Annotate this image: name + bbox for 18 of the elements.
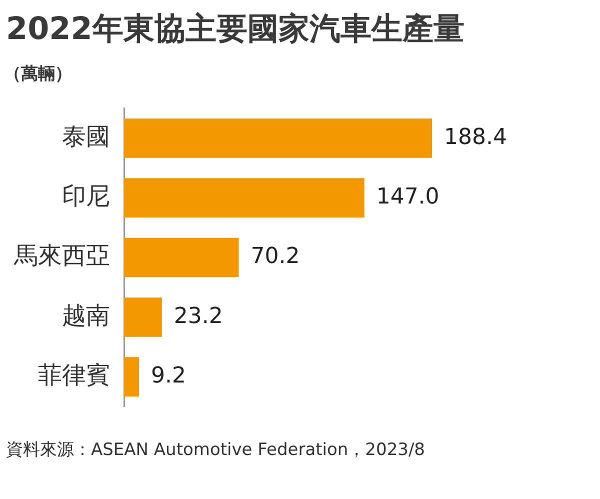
bar [124, 118, 432, 158]
y-tick-label: 馬來西亞 [13, 242, 110, 270]
y-tick-label: 泰國 [62, 122, 110, 150]
y-tick-label: 菲律賓 [38, 361, 110, 390]
bar [124, 238, 239, 278]
data-label: 23.2 [174, 304, 223, 329]
bar [124, 357, 140, 396]
data-label: 9.2 [151, 364, 186, 388]
bar [124, 297, 162, 337]
chart-title: 2022年東協主要國家汽車生產量 [6, 10, 464, 49]
data-label: 147.0 [376, 184, 440, 210]
chart-subtitle: （萬輛） [4, 63, 72, 85]
data-label: 188.4 [444, 124, 507, 150]
bar [124, 178, 364, 218]
data-label: 70.2 [250, 244, 300, 270]
source-note: 資料來源：ASEAN Automotive Federation，2023/8 [6, 439, 426, 461]
y-tick-label: 印尼 [62, 182, 110, 210]
y-tick-label: 越南 [62, 301, 110, 330]
